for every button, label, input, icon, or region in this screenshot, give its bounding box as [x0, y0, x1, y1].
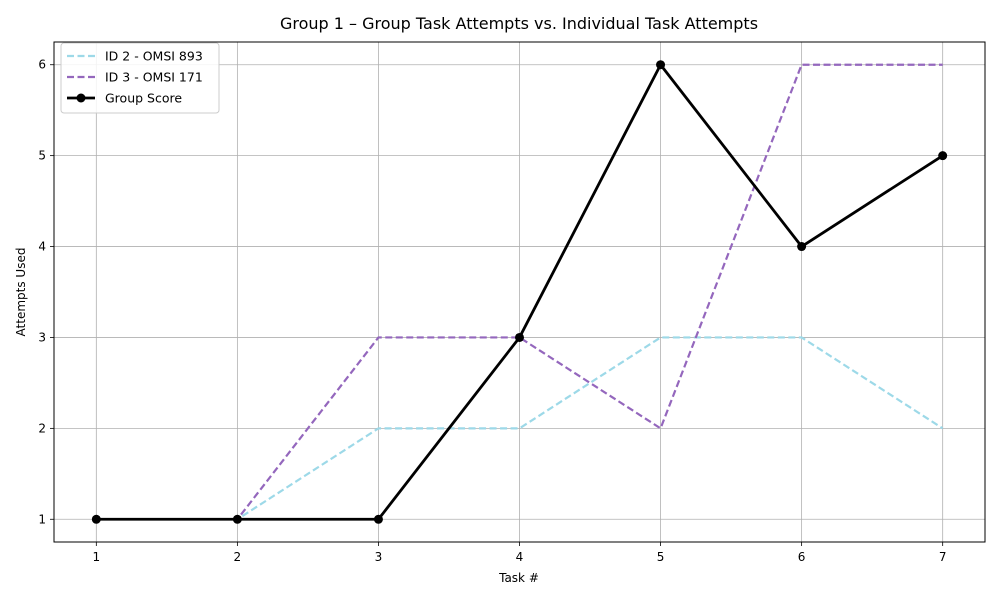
legend-label: Group Score	[105, 91, 182, 106]
y-tick-label: 2	[38, 421, 46, 435]
y-tick-label: 4	[38, 240, 46, 254]
data-point-group-score	[797, 242, 807, 252]
x-tick-label: 6	[798, 550, 806, 564]
data-point-group-score	[91, 514, 101, 524]
x-tick-label: 3	[375, 550, 383, 564]
y-axis-ticks: 1 2 3 4 5 6	[38, 58, 54, 526]
series-layer	[91, 60, 948, 524]
y-tick-label: 3	[38, 330, 46, 344]
legend: ID 2 - OMSI 893 ID 3 - OMSI 171 Group Scor…	[60, 42, 220, 114]
x-tick-label: 5	[657, 550, 665, 564]
data-point-group-score	[373, 514, 383, 524]
x-axis-label: Task #	[498, 571, 539, 585]
x-axis-ticks: 1 2 3 4 5 6 7	[92, 542, 947, 564]
y-tick-label: 6	[38, 58, 46, 72]
legend-marker	[76, 93, 86, 103]
data-point-group-score	[232, 514, 242, 524]
legend-label: ID 2 - OMSI 893	[105, 49, 203, 64]
data-point-group-score	[656, 60, 666, 70]
chart-title: Group 1 – Group Task Attempts vs. Indivi…	[280, 14, 758, 33]
y-tick-label: 5	[38, 149, 46, 163]
data-point-group-score	[938, 151, 948, 161]
x-tick-label: 2	[234, 550, 242, 564]
x-tick-label: 1	[92, 550, 100, 564]
legend-label: ID 3 - OMSI 171	[105, 70, 203, 85]
y-axis-label: Attempts Used	[14, 248, 28, 337]
legend-box	[60, 42, 220, 114]
data-point-group-score	[515, 332, 524, 342]
x-tick-label: 4	[516, 550, 524, 564]
y-tick-label: 1	[38, 512, 46, 526]
grid	[54, 42, 985, 542]
x-tick-label: 7	[939, 550, 947, 564]
